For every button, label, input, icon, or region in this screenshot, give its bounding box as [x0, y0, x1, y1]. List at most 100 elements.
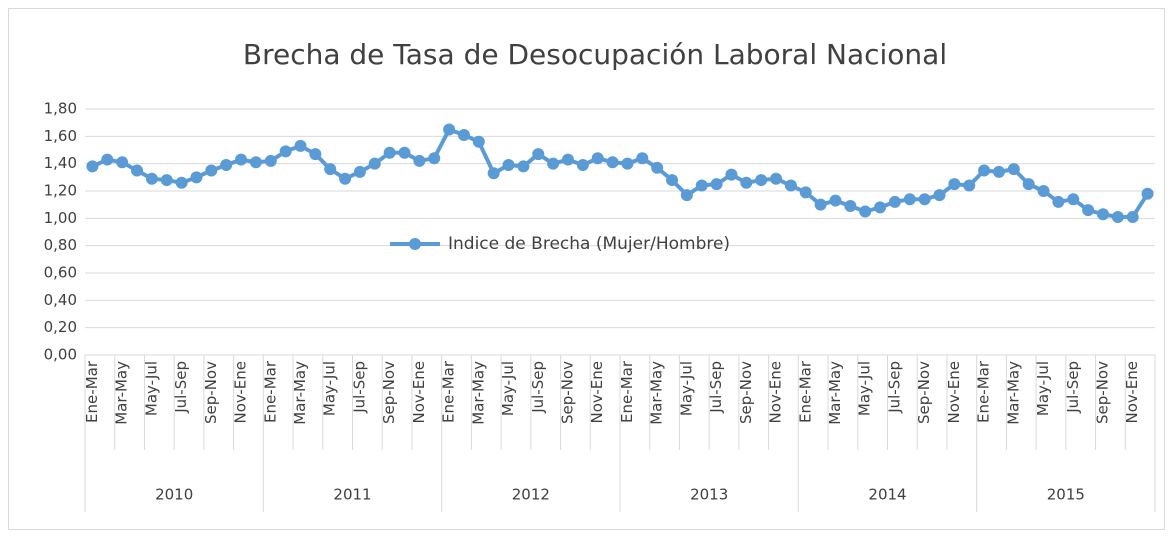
data-point	[309, 148, 322, 161]
data-point	[443, 123, 456, 136]
data-point	[235, 153, 248, 166]
x-tick-label: Sep-Nov	[737, 361, 755, 424]
x-tick-label: Sep-Nov	[915, 361, 933, 424]
data-point	[1007, 163, 1020, 176]
x-tick-label: Ene-Mar	[261, 360, 279, 423]
data-point	[651, 161, 664, 174]
x-tick-label: May-Jul	[321, 361, 339, 416]
data-point	[547, 157, 560, 170]
group-label: 2012	[512, 486, 550, 504]
y-tick-label: 0,40	[44, 291, 77, 309]
data-point	[472, 135, 485, 148]
x-tick-label: Mar-May	[469, 361, 487, 425]
group-label: 2010	[155, 486, 193, 504]
data-point	[175, 176, 188, 189]
data-point	[339, 172, 352, 185]
group-label: 2014	[868, 486, 906, 504]
data-point	[116, 156, 129, 169]
data-point	[353, 165, 366, 178]
x-tick-label: Nov-Ene	[410, 361, 428, 424]
data-point	[784, 179, 797, 192]
x-tick-label: Sep-Nov	[558, 361, 576, 424]
data-point	[903, 193, 916, 206]
x-tick-label: Nov-Ene	[1123, 361, 1141, 424]
legend-marker	[409, 238, 421, 250]
data-point	[948, 178, 961, 191]
data-point	[918, 193, 931, 206]
data-point	[502, 159, 515, 172]
data-point	[368, 157, 381, 170]
y-tick-label: 1,20	[44, 182, 77, 200]
x-tick-label: Ene-Mar	[796, 360, 814, 423]
data-point	[131, 164, 144, 177]
y-tick-label: 0,80	[44, 236, 77, 254]
data-point	[264, 154, 277, 167]
group-label: 2011	[333, 486, 371, 504]
data-point	[666, 174, 679, 187]
data-point	[1067, 193, 1080, 206]
y-tick-label: 1,80	[44, 100, 77, 118]
x-tick-label: Jul-Sep	[885, 361, 903, 414]
data-point	[621, 157, 634, 170]
data-point	[249, 156, 262, 169]
data-point	[636, 152, 649, 165]
data-point	[487, 167, 500, 180]
data-point	[413, 154, 426, 167]
data-point	[1111, 210, 1124, 223]
y-tick-label: 1,40	[44, 154, 77, 172]
x-tick-label: Ene-Mar	[975, 360, 993, 423]
group-label: 2013	[690, 486, 728, 504]
data-point	[978, 164, 991, 177]
data-point	[383, 146, 396, 159]
data-point	[680, 189, 693, 202]
x-tick-label: Nov-Ene	[767, 361, 785, 424]
x-tick-label: Ene-Mar	[440, 360, 458, 423]
data-point	[1141, 187, 1154, 200]
data-point	[992, 165, 1005, 178]
legend-label: Indice de Brecha (Mujer/Hombre)	[448, 234, 730, 254]
y-tick-label: 0,20	[44, 318, 77, 336]
x-tick-label: Jul-Sep	[1064, 361, 1082, 414]
data-point	[606, 156, 619, 169]
x-tick-label: May-Jul	[142, 361, 160, 416]
data-point	[591, 152, 604, 165]
x-tick-label: May-Jul	[856, 361, 874, 416]
data-point	[160, 174, 173, 187]
x-tick-label: May-Jul	[1034, 361, 1052, 416]
data-point	[695, 179, 708, 192]
data-point	[933, 189, 946, 202]
data-point	[145, 172, 158, 185]
data-point	[829, 194, 842, 207]
y-tick-label: 1,00	[44, 209, 77, 227]
data-point	[1126, 210, 1139, 223]
y-tick-label: 0,00	[44, 346, 77, 364]
data-point	[1082, 204, 1095, 217]
chart-title: Brecha de Tasa de Desocupación Laboral N…	[243, 38, 947, 71]
x-tick-label: Mar-May	[648, 361, 666, 425]
data-point	[1096, 208, 1109, 221]
x-tick-label: Mar-May	[113, 361, 131, 425]
data-point	[1052, 195, 1065, 208]
data-point	[859, 205, 872, 218]
data-point	[324, 163, 337, 176]
x-tick-label: Nov-Ene	[588, 361, 606, 424]
data-point	[1022, 178, 1035, 191]
data-point	[740, 176, 753, 189]
x-tick-label: Nov-Ene	[232, 361, 250, 424]
y-tick-label: 0,60	[44, 264, 77, 282]
data-point	[799, 186, 812, 199]
data-point	[710, 178, 723, 191]
data-point	[770, 172, 783, 185]
data-point	[86, 160, 99, 173]
data-point	[190, 171, 203, 184]
data-point	[874, 201, 887, 214]
data-point	[755, 174, 768, 187]
y-tick-label: 1,60	[44, 127, 77, 145]
group-label: 2015	[1047, 486, 1085, 504]
data-point	[428, 152, 441, 165]
x-tick-label: Jul-Sep	[172, 361, 190, 414]
data-point	[888, 195, 901, 208]
x-tick-label: May-Jul	[677, 361, 695, 416]
data-point	[561, 153, 574, 166]
